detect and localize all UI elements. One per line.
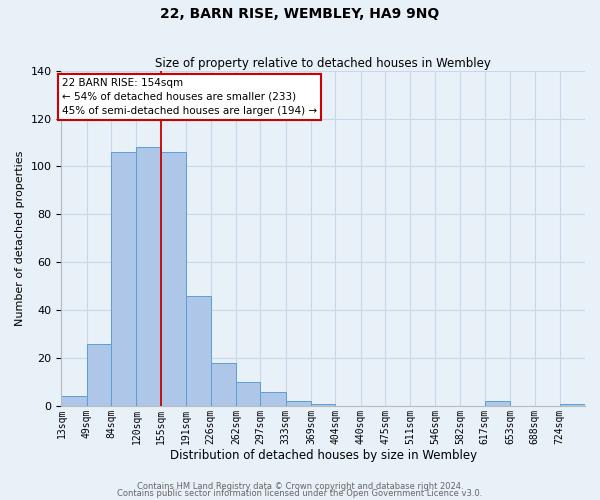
- Bar: [236, 382, 260, 406]
- Y-axis label: Number of detached properties: Number of detached properties: [15, 150, 25, 326]
- Bar: [560, 404, 585, 406]
- Bar: [485, 401, 510, 406]
- Bar: [211, 363, 236, 406]
- Title: Size of property relative to detached houses in Wembley: Size of property relative to detached ho…: [155, 56, 491, 70]
- Bar: [136, 148, 161, 406]
- Bar: [186, 296, 211, 406]
- Bar: [111, 152, 136, 406]
- Text: Contains HM Land Registry data © Crown copyright and database right 2024.: Contains HM Land Registry data © Crown c…: [137, 482, 463, 491]
- Bar: [86, 344, 111, 406]
- Text: Contains public sector information licensed under the Open Government Licence v3: Contains public sector information licen…: [118, 490, 482, 498]
- Text: 22, BARN RISE, WEMBLEY, HA9 9NQ: 22, BARN RISE, WEMBLEY, HA9 9NQ: [160, 8, 440, 22]
- Bar: [61, 396, 86, 406]
- Bar: [311, 404, 335, 406]
- X-axis label: Distribution of detached houses by size in Wembley: Distribution of detached houses by size …: [170, 450, 477, 462]
- Bar: [260, 392, 286, 406]
- Bar: [286, 401, 311, 406]
- Text: 22 BARN RISE: 154sqm
← 54% of detached houses are smaller (233)
45% of semi-deta: 22 BARN RISE: 154sqm ← 54% of detached h…: [62, 78, 317, 116]
- Bar: [161, 152, 186, 406]
